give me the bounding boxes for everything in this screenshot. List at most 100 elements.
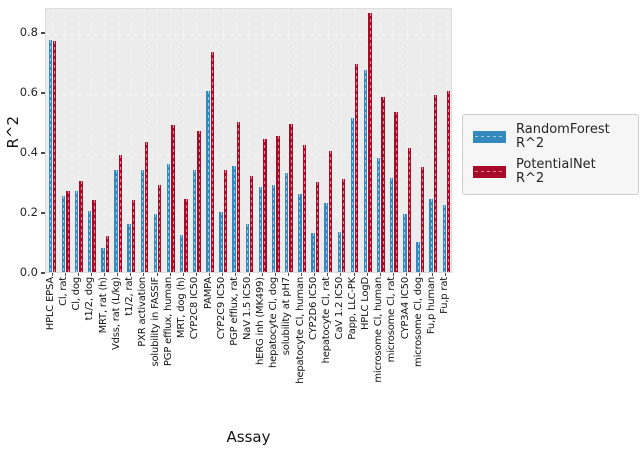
bar-randomforest	[61, 195, 66, 272]
v-gridline	[314, 9, 316, 272]
v-gridline	[367, 9, 369, 272]
bar-potentialnet	[381, 96, 385, 272]
v-gridline	[288, 9, 290, 272]
v-gridline	[143, 9, 145, 272]
bar-randomforest	[206, 90, 210, 272]
bar-randomforest	[442, 204, 446, 272]
x-tick-label: microsome Cl, human	[373, 277, 385, 383]
y-tick-mark	[41, 92, 45, 94]
x-axis-label: Assay	[226, 428, 271, 446]
x-tick-mark	[209, 273, 211, 276]
h-gridline	[46, 153, 451, 155]
y-tick-mark	[41, 152, 45, 154]
bar-potentialnet	[420, 167, 425, 272]
bar-potentialnet	[144, 141, 149, 272]
x-tick-label: Papp, LLC-PK	[347, 277, 359, 340]
v-gridline	[78, 9, 80, 272]
legend-label-potentialnet: PotentialNet R^2	[516, 157, 596, 186]
x-tick-label: Cl, dog	[71, 277, 83, 311]
x-tick-mark	[301, 273, 303, 276]
bar-randomforest	[88, 210, 92, 272]
bar-potentialnet	[92, 200, 96, 272]
x-tick-label: t1/2, dog	[84, 277, 96, 321]
x-tick-mark	[406, 273, 408, 276]
x-tick-mark	[130, 273, 132, 276]
bar-randomforest	[258, 186, 263, 272]
bar-potentialnet	[446, 90, 451, 272]
bar-randomforest	[298, 194, 302, 272]
plot-area	[45, 8, 452, 273]
bar-randomforest	[114, 170, 118, 272]
x-tick-label: hERG inh (MK499)	[255, 277, 267, 366]
bar-potentialnet	[131, 200, 136, 272]
bar-potentialnet	[79, 180, 83, 272]
v-gridline	[170, 9, 172, 272]
y-tick-mark	[41, 212, 45, 214]
bar-randomforest	[166, 164, 171, 272]
x-tick-label: solubility in FASSIF	[150, 277, 162, 367]
v-gridline	[340, 9, 342, 272]
x-tick-mark	[327, 273, 329, 276]
v-gridline	[327, 9, 329, 272]
x-tick-mark	[169, 273, 171, 276]
x-tick-mark	[222, 273, 224, 276]
x-tick-label: microsome Cl, rat	[386, 277, 398, 363]
x-tick-label: hepatocyte Cl, dog	[268, 277, 280, 369]
y-tick-label: 0.8	[19, 25, 38, 39]
bar-randomforest	[271, 185, 276, 272]
bar-potentialnet	[236, 122, 241, 272]
bar-potentialnet	[368, 12, 372, 272]
bar-potentialnet	[315, 182, 320, 272]
v-gridline	[380, 9, 382, 272]
bar-randomforest	[127, 224, 131, 272]
x-tick-label: microsome Cl, dog	[412, 277, 424, 367]
x-tick-label: solubility at pH7	[281, 277, 293, 356]
x-tick-mark	[156, 273, 158, 276]
v-gridline	[406, 9, 408, 272]
x-tick-mark	[235, 273, 237, 276]
v-gridline	[196, 9, 198, 272]
x-tick-label: t1/2, rat	[123, 277, 135, 316]
y-tick-label: 0.4	[19, 145, 38, 159]
bar-randomforest	[74, 191, 79, 272]
bar-potentialnet	[341, 179, 346, 272]
v-gridline	[157, 9, 159, 272]
bar-randomforest	[363, 69, 368, 272]
bar-potentialnet	[210, 51, 214, 272]
x-tick-label: MRT, dog (h)	[176, 277, 188, 339]
x-tick-mark	[195, 273, 197, 276]
bar-potentialnet	[66, 191, 70, 272]
y-axis-label: R^2	[4, 116, 22, 149]
x-tick-mark	[392, 273, 394, 276]
bar-randomforest	[193, 170, 197, 272]
x-tick-label: PXR activation	[136, 277, 148, 347]
bar-randomforest	[219, 212, 223, 272]
x-tick-label: hepatocyte Cl, rat	[320, 277, 332, 364]
x-tick-mark	[51, 273, 53, 276]
v-gridline	[104, 9, 106, 272]
y-tick-label: 0.6	[19, 85, 38, 99]
x-tick-mark	[340, 273, 342, 276]
legend: RandomForest R^2 PotentialNet R^2	[462, 114, 639, 195]
h-gridline	[46, 93, 451, 95]
v-gridline	[432, 9, 434, 272]
legend-swatch-potentialnet	[473, 166, 506, 178]
bar-randomforest	[245, 224, 249, 272]
bar-potentialnet	[355, 63, 359, 272]
x-tick-mark	[182, 273, 184, 276]
x-tick-mark	[117, 273, 119, 276]
x-tick-label: Fu,p human	[425, 277, 437, 335]
x-tick-mark	[248, 273, 250, 276]
bar-potentialnet	[263, 138, 267, 272]
bar-randomforest	[284, 173, 289, 272]
bar-randomforest	[101, 248, 105, 272]
v-gridline	[130, 9, 132, 272]
bar-potentialnet	[433, 95, 438, 272]
v-gridline	[419, 9, 421, 272]
x-tick-label: Cl, rat	[58, 277, 70, 306]
bar-potentialnet	[158, 185, 162, 272]
bar-randomforest	[350, 117, 355, 272]
x-tick-mark	[274, 273, 276, 276]
bar-potentialnet	[289, 123, 293, 272]
bar-potentialnet	[118, 155, 123, 272]
